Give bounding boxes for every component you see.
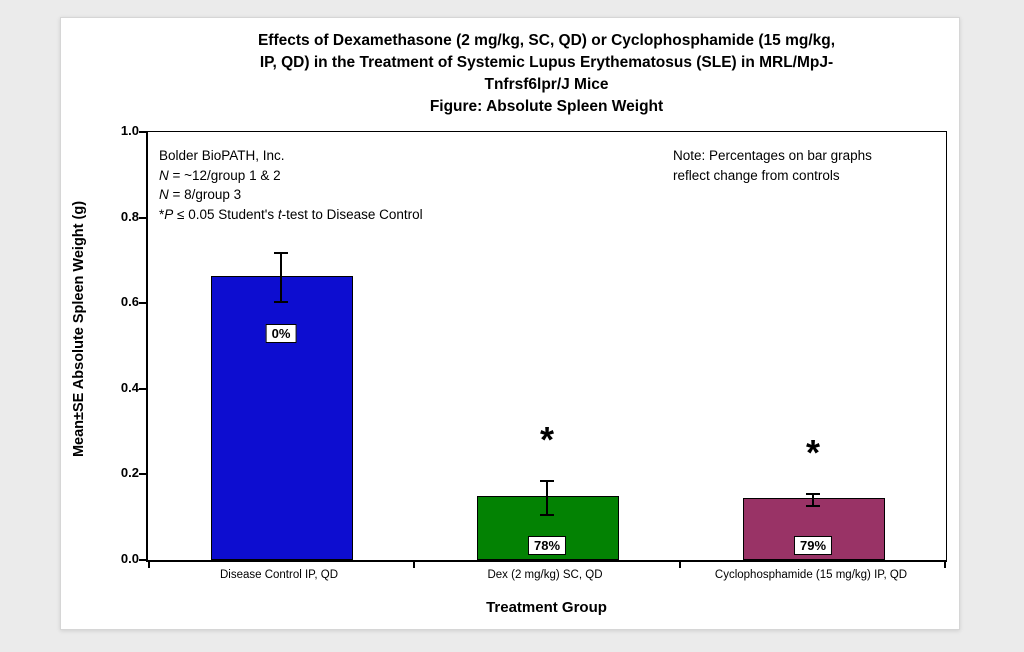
info-box-text: * — [159, 206, 165, 222]
info-box-italic-text: N — [159, 167, 169, 183]
y-tick — [139, 302, 146, 305]
bar-percent-label: 0% — [265, 323, 297, 343]
info-box-italic-text: N — [159, 187, 169, 202]
chart-title: Effects of Dexamethasone (2 mg/kg, SC, Q… — [146, 30, 947, 118]
info-box-line: N = ~12/group 1 & 2 — [159, 166, 559, 186]
info-box-italic-text: P — [164, 206, 174, 222]
y-tick-label: 0.0 — [120, 551, 139, 566]
significance-asterisk: * — [805, 432, 821, 474]
chart-title-line-2: IP, QD) in the Treatment of Systemic Lup… — [259, 54, 834, 71]
y-tick-label: 0.2 — [120, 465, 139, 481]
plot-area: 0% 78% * 79% * — [139, 131, 947, 568]
x-axis-title: Treatment Group — [486, 599, 607, 616]
info-box-line: Bolder BioPATH, Inc. — [159, 146, 559, 166]
y-axis-tick-labels: 0.0 0.2 0.4 0.6 0.8 1.0 — [61, 123, 139, 566]
info-box-text: = 8/group 3 — [168, 187, 242, 202]
x-category-label: Dex (2 mg/kg) SC, QD — [487, 569, 603, 581]
error-bar — [806, 493, 820, 507]
chart-title-line-1: Effects of Dexamethasone (2 mg/kg, SC, Q… — [257, 32, 836, 49]
y-tick-label: 0.6 — [120, 294, 139, 310]
info-box-text: Bolder BioPATH, Inc. — [159, 148, 285, 163]
info-box-line: *P ≤ 0.05 Student's t-test to Disease Co… — [159, 205, 559, 225]
y-tick-label: 0.4 — [120, 379, 139, 395]
error-bar — [540, 479, 554, 516]
bar-percent-label: 79% — [793, 536, 833, 555]
info-box-text: = ~12/group 1 & 2 — [168, 167, 281, 183]
y-tick — [139, 559, 146, 561]
x-tick — [413, 562, 415, 568]
x-category-label: Disease Control IP, QD — [219, 569, 339, 581]
info-box-text: -test to Disease Control — [281, 206, 423, 222]
bar — [211, 275, 353, 560]
y-tick — [139, 473, 146, 476]
info-box-line: N = 8/group 3 — [159, 185, 559, 205]
figure-subtitle: Figure: Absolute Spleen Weight — [429, 98, 664, 115]
info-box-text: ≤ 0.05 Student's — [173, 206, 278, 222]
y-tick — [139, 131, 146, 133]
note-line-2: reflect change from controls — [673, 167, 840, 183]
chart-panel: Effects of Dexamethasone (2 mg/kg, SC, Q… — [60, 17, 960, 630]
y-tick — [139, 216, 146, 219]
info-box-italic-text: t — [277, 206, 282, 222]
note-line-1: Note: Percentages on bar graphs — [673, 148, 872, 163]
bar-percent-label: 78% — [527, 536, 567, 555]
note: Note: Percentages on bar graphs reflect … — [673, 146, 953, 185]
y-tick-label: 1.0 — [120, 123, 139, 138]
significance-asterisk: * — [539, 418, 555, 460]
x-tick — [679, 562, 681, 568]
error-bar — [274, 251, 288, 304]
x-tick — [148, 562, 150, 568]
y-tick-label: 0.8 — [120, 208, 139, 224]
x-tick — [944, 562, 946, 568]
x-category-labels: Disease Control IP, QD Dex (2 mg/kg) SC, … — [146, 569, 947, 585]
y-tick — [139, 387, 146, 390]
chart-title-line-3: Tnfrsf6lpr/J Mice — [484, 76, 609, 93]
x-category-label: Cyclophosphamide (15 mg/kg) IP, QD — [714, 569, 908, 581]
